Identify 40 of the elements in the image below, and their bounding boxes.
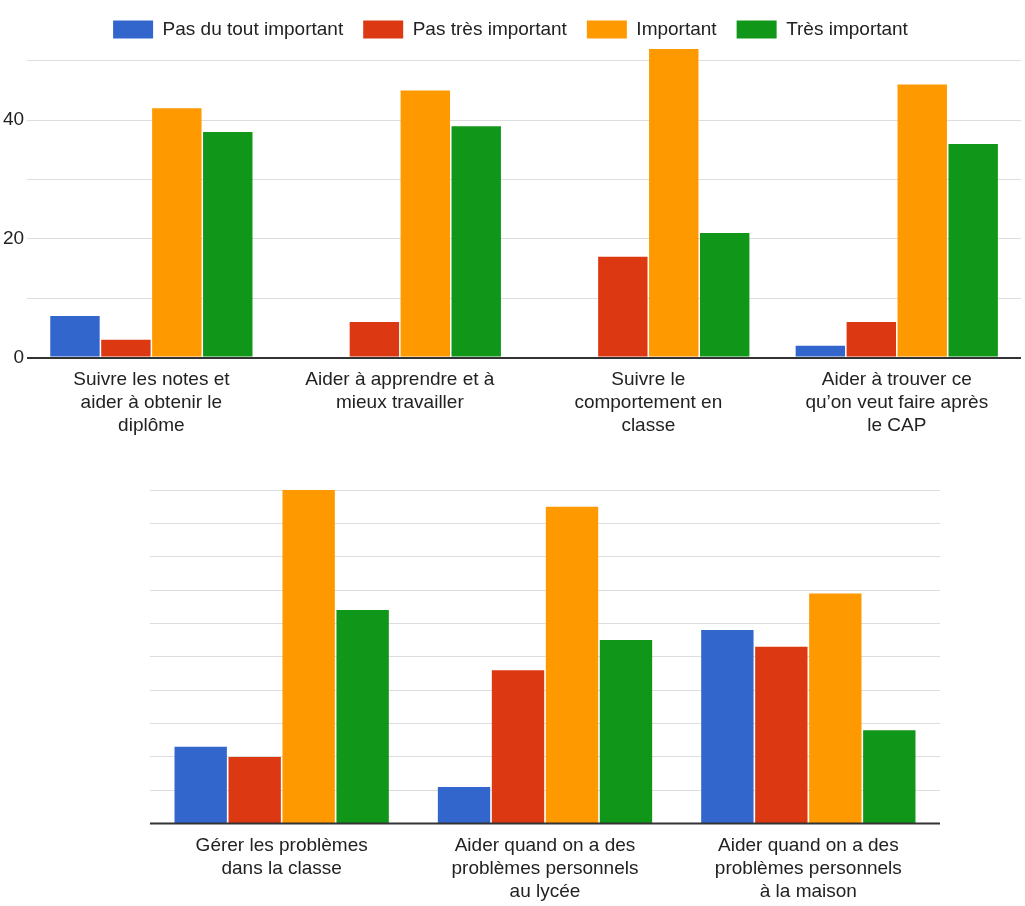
bar xyxy=(649,49,699,357)
bar xyxy=(228,756,281,824)
bar xyxy=(701,630,754,824)
bar xyxy=(203,132,253,357)
y-tick-label: 0 xyxy=(13,345,25,367)
x-tick-label: Suivre le comportement en classe xyxy=(574,368,723,435)
bar xyxy=(451,126,501,357)
bar xyxy=(437,786,491,824)
x-tick-label: Aider quand on a des problèmes personnels au lycée xyxy=(451,834,639,901)
bar xyxy=(101,339,151,357)
bar xyxy=(400,90,451,357)
bar xyxy=(336,610,389,824)
bar xyxy=(174,746,227,824)
bar xyxy=(599,640,653,824)
bar xyxy=(700,232,750,357)
bar xyxy=(948,143,998,357)
bar xyxy=(795,345,846,357)
bar xyxy=(349,321,400,357)
bar xyxy=(282,490,335,824)
bar xyxy=(491,670,545,824)
legend-label: Pas du tout important xyxy=(162,17,344,39)
x-tick-label: Aider quand on a des problèmes personnels à la maison xyxy=(714,834,902,901)
bar xyxy=(545,506,599,824)
x-tick-label: Aider à trouver ce qu’on veut faire après le CAP xyxy=(805,368,989,435)
bar xyxy=(897,84,947,357)
bar xyxy=(809,593,862,824)
y-tick-label: 20 xyxy=(2,227,25,249)
x-tick-label: Suivre les notes et aider à obtenir le diplôme xyxy=(73,368,231,435)
bar xyxy=(598,256,648,357)
y-tick-label: 40 xyxy=(2,108,25,130)
x-tick-label: Aider à apprendre et à mieux travailler xyxy=(305,368,495,413)
bar xyxy=(152,108,202,357)
bar xyxy=(846,321,896,357)
bar xyxy=(755,646,808,824)
bar xyxy=(50,316,100,357)
legend-label: Pas très important xyxy=(412,17,568,39)
legend-label: Très important xyxy=(786,17,909,39)
legend-label: Important xyxy=(636,17,718,39)
bar xyxy=(863,730,916,824)
x-tick-label: Gérer les problèmes dans la classe xyxy=(195,834,368,879)
